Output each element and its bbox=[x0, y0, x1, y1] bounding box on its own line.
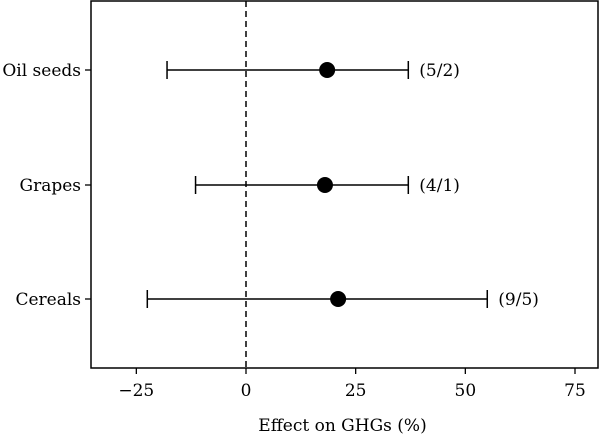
study-count-label: (9/5) bbox=[498, 290, 539, 310]
category-label: Grapes bbox=[19, 176, 81, 196]
point-estimate bbox=[319, 62, 336, 78]
forest-row: Oil seeds (5/2) bbox=[2, 61, 460, 81]
point-estimate bbox=[330, 291, 347, 307]
category-label: Oil seeds bbox=[2, 61, 81, 81]
forest-row: Grapes (4/1) bbox=[19, 176, 460, 196]
study-count-label: (5/2) bbox=[419, 61, 460, 81]
x-tick-label: 25 bbox=[345, 381, 367, 401]
x-tick-label: 0 bbox=[241, 381, 252, 401]
x-axis-label: Effect on GHGs (%) bbox=[258, 416, 426, 436]
x-tick-label: −25 bbox=[118, 381, 154, 401]
point-estimate bbox=[316, 177, 333, 193]
x-tick-label: 75 bbox=[564, 381, 586, 401]
study-count-label: (4/1) bbox=[419, 176, 460, 196]
category-label: Cereals bbox=[15, 290, 81, 310]
forest-rows: Oil seeds (5/2) Grapes (4/1) Cereals (9/5) bbox=[2, 61, 539, 310]
x-axis-ticks: −25 0 25 50 75 bbox=[118, 368, 586, 401]
forest-row: Cereals (9/5) bbox=[15, 290, 539, 310]
x-tick-label: 50 bbox=[455, 381, 477, 401]
